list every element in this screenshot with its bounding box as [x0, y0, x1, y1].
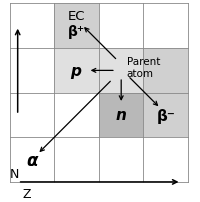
- Text: β⁻: β⁻: [156, 108, 175, 123]
- Bar: [143, 93, 188, 138]
- Text: n: n: [116, 108, 127, 123]
- Text: p: p: [70, 64, 81, 79]
- Text: β⁺: β⁺: [68, 25, 85, 39]
- Text: N: N: [9, 168, 19, 181]
- Bar: [143, 49, 188, 93]
- Text: α: α: [26, 151, 38, 169]
- Bar: [99, 49, 143, 93]
- Text: EC: EC: [68, 10, 85, 23]
- Bar: [54, 4, 99, 49]
- Text: Parent
atom: Parent atom: [127, 57, 160, 78]
- Bar: [99, 93, 143, 138]
- Bar: [54, 49, 99, 93]
- Text: Z: Z: [22, 187, 31, 200]
